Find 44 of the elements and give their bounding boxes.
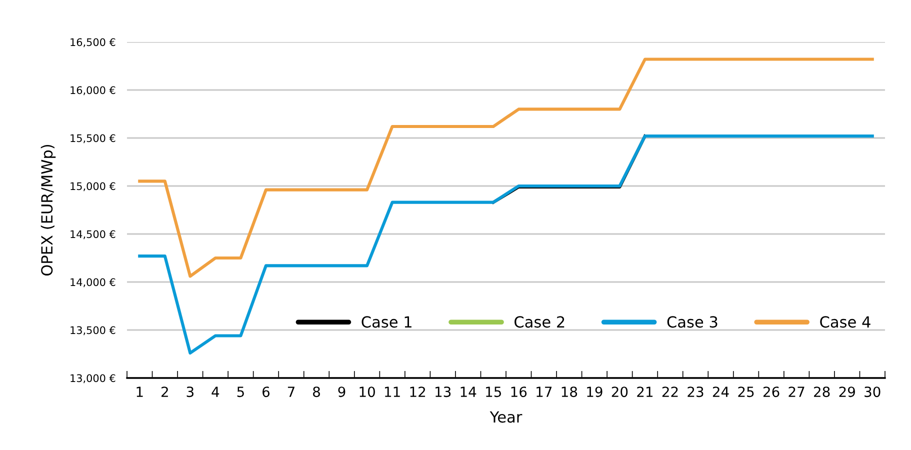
x-tick-label: 20 (612, 386, 628, 398)
y-tick-label: 15,500 € (70, 134, 116, 144)
x-tick-label: 2 (162, 386, 168, 397)
y-tick-label: 16,000 € (70, 86, 116, 96)
y-tick-label: 14,000 € (70, 278, 116, 288)
x-tick-label: 21 (637, 386, 653, 397)
x-axis-title: Year (490, 411, 522, 423)
x-tick-label: 1 (136, 386, 143, 397)
y-axis-title: OPEX (EUR/MWp) (40, 144, 56, 276)
legend-label: Case 3 (667, 316, 718, 328)
x-tick-label: 5 (237, 386, 244, 398)
x-tick-label: 29 (839, 386, 855, 398)
x-tick-label: 13 (436, 386, 451, 398)
x-tick-label: 8 (313, 386, 320, 398)
x-tick-label: 14 (460, 386, 476, 397)
x-tick-label: 4 (212, 386, 220, 397)
x-tick-label: 26 (763, 386, 780, 398)
legend-label: Case 2 (514, 316, 564, 328)
x-tick-label: 11 (384, 386, 400, 397)
x-tick-label: 6 (262, 386, 270, 398)
y-tick-label: 15,000 € (70, 182, 116, 192)
y-tick-label: 13,500 € (70, 326, 116, 336)
legend-label: Case 1 (362, 316, 412, 328)
legend-label: Case 4 (820, 316, 870, 328)
x-tick-label: 9 (338, 386, 346, 398)
x-tick-label: 19 (587, 386, 602, 398)
x-tick-label: 30 (864, 386, 880, 398)
x-tick-label: 3 (186, 386, 194, 398)
x-tick-label: 25 (738, 386, 754, 398)
x-tick-label: 7 (288, 386, 294, 397)
x-tick-label: 24 (712, 386, 729, 397)
x-tick-label: 15 (486, 386, 501, 398)
y-tick-label: 14,500 € (70, 230, 116, 240)
x-tick-label: 10 (360, 386, 375, 398)
x-tick-label: 16 (511, 386, 527, 398)
x-tick-label: 27 (788, 386, 804, 397)
x-tick-label: 18 (562, 386, 578, 398)
x-tick-label: 22 (662, 386, 678, 397)
y-tick-label: 13,000 € (70, 374, 116, 384)
x-tick-label: 12 (410, 386, 426, 397)
x-tick-label: 28 (814, 386, 830, 398)
x-tick-label: 23 (688, 386, 704, 398)
y-tick-label: 16,500 € (70, 38, 116, 48)
x-tick-label: 17 (536, 386, 552, 397)
